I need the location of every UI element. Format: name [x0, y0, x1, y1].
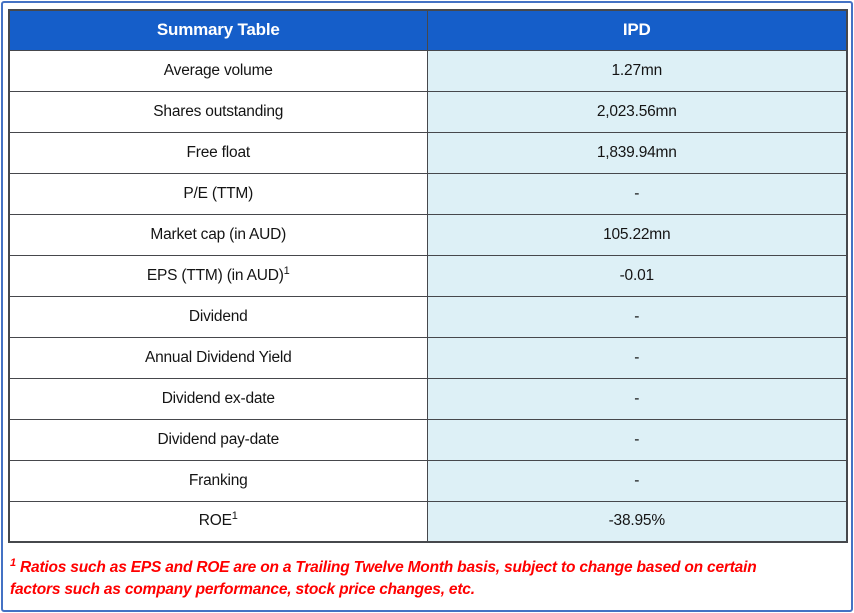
metric-value-cell: 105.22mn: [426, 213, 848, 256]
metric-label: Average volume: [163, 61, 273, 79]
table-row: Franking -: [8, 459, 848, 502]
metric-label-cell: Dividend: [8, 295, 428, 338]
table-row: P/E (TTM) -: [8, 172, 848, 215]
metric-label-superscript: 1: [231, 510, 238, 523]
metric-value: -: [634, 430, 640, 448]
metric-label-cell: ROE1: [8, 500, 428, 543]
metric-label: Shares outstanding: [153, 102, 284, 120]
metric-value-cell: -: [426, 295, 848, 338]
metric-value: -38.95%: [608, 512, 666, 530]
metric-label: P/E (TTM): [183, 184, 254, 202]
metric-label-cell: Dividend ex-date: [8, 377, 428, 420]
metric-label-cell: Franking: [8, 459, 428, 502]
metric-value: -: [634, 184, 640, 202]
header-row: Summary Table IPD: [8, 9, 848, 51]
table-row: Dividend -: [8, 295, 848, 338]
metric-label-cell: Dividend pay-date: [8, 418, 428, 461]
metric-label: Franking: [188, 471, 248, 489]
metric-value: -: [634, 307, 640, 325]
metric-value-cell: -: [426, 336, 848, 379]
footnote-superscript: 1: [10, 556, 16, 569]
metric-value-cell: -: [426, 377, 848, 420]
metric-value: 2,023.56mn: [596, 102, 677, 120]
metric-label-cell: Average volume: [8, 49, 428, 92]
metric-label: ROE: [198, 512, 232, 530]
metric-value-cell: -38.95%: [426, 500, 848, 543]
metric-label-cell: Free float: [8, 131, 428, 174]
metric-value-cell: 1.27mn: [426, 49, 848, 92]
table-row: EPS (TTM) (in AUD)1 -0.01: [8, 254, 848, 297]
metric-value: -: [634, 348, 640, 366]
metric-label-cell: P/E (TTM): [8, 172, 428, 215]
table-row: Market cap (in AUD) 105.22mn: [8, 213, 848, 256]
metric-value: -0.01: [619, 266, 655, 284]
metric-value-cell: -: [426, 418, 848, 461]
table-row: Dividend pay-date -: [8, 418, 848, 461]
metric-value: -: [634, 389, 640, 407]
metric-value-cell: 1,839.94mn: [426, 131, 848, 174]
metric-label: Dividend pay-date: [157, 430, 280, 448]
metric-value-cell: -: [426, 172, 848, 215]
metric-value: 105.22mn: [603, 225, 671, 243]
metric-label-cell: EPS (TTM) (in AUD)1: [8, 254, 428, 297]
table-row: Dividend ex-date -: [8, 377, 848, 420]
metric-label-cell: Annual Dividend Yield: [8, 336, 428, 379]
metric-label: Annual Dividend Yield: [144, 348, 292, 366]
footnote-text: Ratios such as EPS and ROE are on a Trai…: [10, 559, 757, 598]
table-row: ROE1 -38.95%: [8, 500, 848, 543]
summary-table-body: Average volume 1.27mn Shares outstanding…: [8, 49, 848, 543]
metric-label-superscript: 1: [283, 264, 290, 277]
ticker-header: IPD: [426, 9, 848, 51]
summary-table-head: Summary Table IPD: [8, 9, 848, 51]
metric-label: Market cap (in AUD): [150, 225, 287, 243]
metric-value: -: [634, 471, 640, 489]
summary-table: Summary Table IPD Average volume 1.27mn …: [8, 9, 848, 543]
summary-table-header: Summary Table: [8, 9, 428, 51]
table-row: Free float 1,839.94mn: [8, 131, 848, 174]
metric-value-cell: -: [426, 459, 848, 502]
table-row: Average volume 1.27mn: [8, 49, 848, 92]
metric-value: 1.27mn: [611, 61, 663, 79]
metric-label: EPS (TTM) (in AUD): [146, 266, 284, 284]
metric-label-cell: Market cap (in AUD): [8, 213, 428, 256]
metric-label-cell: Shares outstanding: [8, 90, 428, 133]
metric-label: Free float: [186, 143, 251, 161]
footnote: 1 Ratios such as EPS and ROE are on a Tr…: [10, 557, 800, 601]
table-row: Shares outstanding 2,023.56mn: [8, 90, 848, 133]
metric-label: Dividend: [188, 307, 248, 325]
metric-label: Dividend ex-date: [161, 389, 275, 407]
table-row: Annual Dividend Yield -: [8, 336, 848, 379]
metric-value-cell: -0.01: [426, 254, 848, 297]
metric-value-cell: 2,023.56mn: [426, 90, 848, 133]
metric-value: 1,839.94mn: [596, 143, 677, 161]
